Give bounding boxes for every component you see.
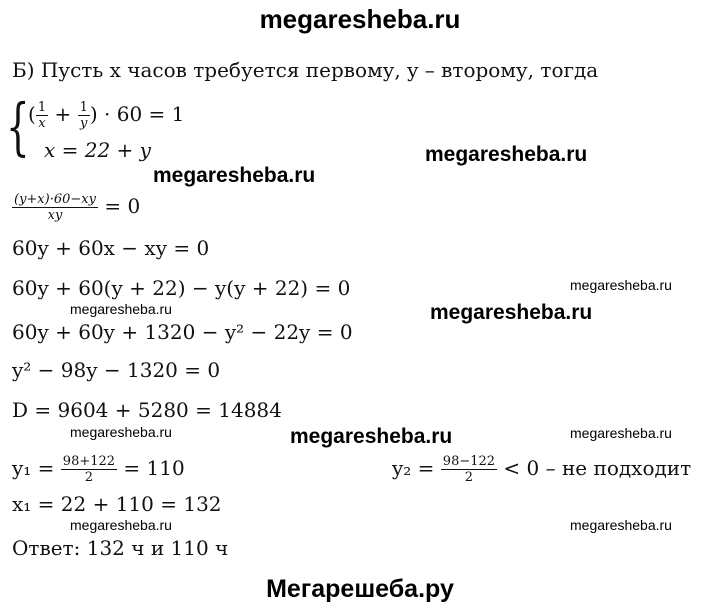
system-eq1: (1 x + 1 y) · 60 = 1	[28, 100, 184, 131]
plus: +	[54, 102, 72, 126]
watermark: megaresheba.ru	[430, 301, 593, 324]
fraction: 98+122 2	[60, 454, 118, 485]
watermark: megaresheba.ru	[153, 164, 316, 187]
watermark: megaresheba.ru	[290, 425, 453, 448]
numerator: 98+122	[60, 454, 118, 470]
watermark: megaresheba.ru	[70, 424, 172, 440]
root-y1: y₁ = 98+122 2 = 110	[12, 454, 185, 485]
lhs: y₁ =	[12, 456, 55, 480]
watermark: megaresheba.ru	[70, 301, 172, 317]
lhs: y₂ =	[392, 456, 435, 480]
fraction: 98−122 2	[440, 454, 498, 485]
numerator: 98−122	[440, 454, 498, 470]
watermark: megaresheba.ru	[570, 277, 672, 293]
system-eq2: x = 22 + y	[44, 138, 151, 162]
paren: (	[28, 102, 36, 126]
denominator: x	[38, 116, 46, 131]
brace-icon: {	[6, 90, 30, 163]
numerator: 1	[35, 100, 49, 116]
footer-site-title: Мегарешеба.ру	[266, 575, 454, 603]
denominator: 2	[464, 470, 474, 485]
equation-line: y² − 98y − 1320 = 0	[12, 358, 221, 382]
equation-line: 60y + 60y + 1320 − y² − 22y = 0	[12, 320, 353, 344]
watermark: megaresheba.ru	[70, 517, 172, 533]
problem-intro: Б) Пусть x часов требуется первому, y – …	[12, 58, 599, 82]
watermark: megaresheba.ru	[570, 517, 672, 533]
numerator: 1	[77, 100, 90, 116]
fraction-equation: (y+x)·60−xy xy = 0	[12, 192, 140, 223]
denominator: y	[80, 116, 88, 131]
header-site-title: megaresheba.ru	[259, 4, 461, 34]
result: < 0 – не подходит	[503, 456, 692, 480]
denominator: xy	[47, 208, 63, 223]
eq1-rest: ) · 60 = 1	[89, 102, 185, 126]
root-x1: x₁ = 22 + 110 = 132	[12, 492, 222, 516]
denominator: 2	[84, 470, 94, 485]
equation-line: 60y + 60x − xy = 0	[12, 236, 210, 260]
equation-line: 60y + 60(y + 22) − y(y + 22) = 0	[12, 276, 351, 300]
watermark: megaresheba.ru	[425, 143, 588, 166]
fraction: (y+x)·60−xy xy	[12, 192, 98, 223]
watermark: megaresheba.ru	[570, 425, 672, 441]
numerator: (y+x)·60−xy	[12, 192, 98, 208]
answer: Ответ: 132 ч и 110 ч	[12, 536, 229, 560]
root-y2: y₂ = 98−122 2 < 0 – не подходит	[392, 454, 691, 485]
discriminant-line: D = 9604 + 5280 = 14884	[12, 398, 282, 422]
result: = 110	[123, 456, 185, 480]
equals-zero: = 0	[104, 194, 141, 218]
